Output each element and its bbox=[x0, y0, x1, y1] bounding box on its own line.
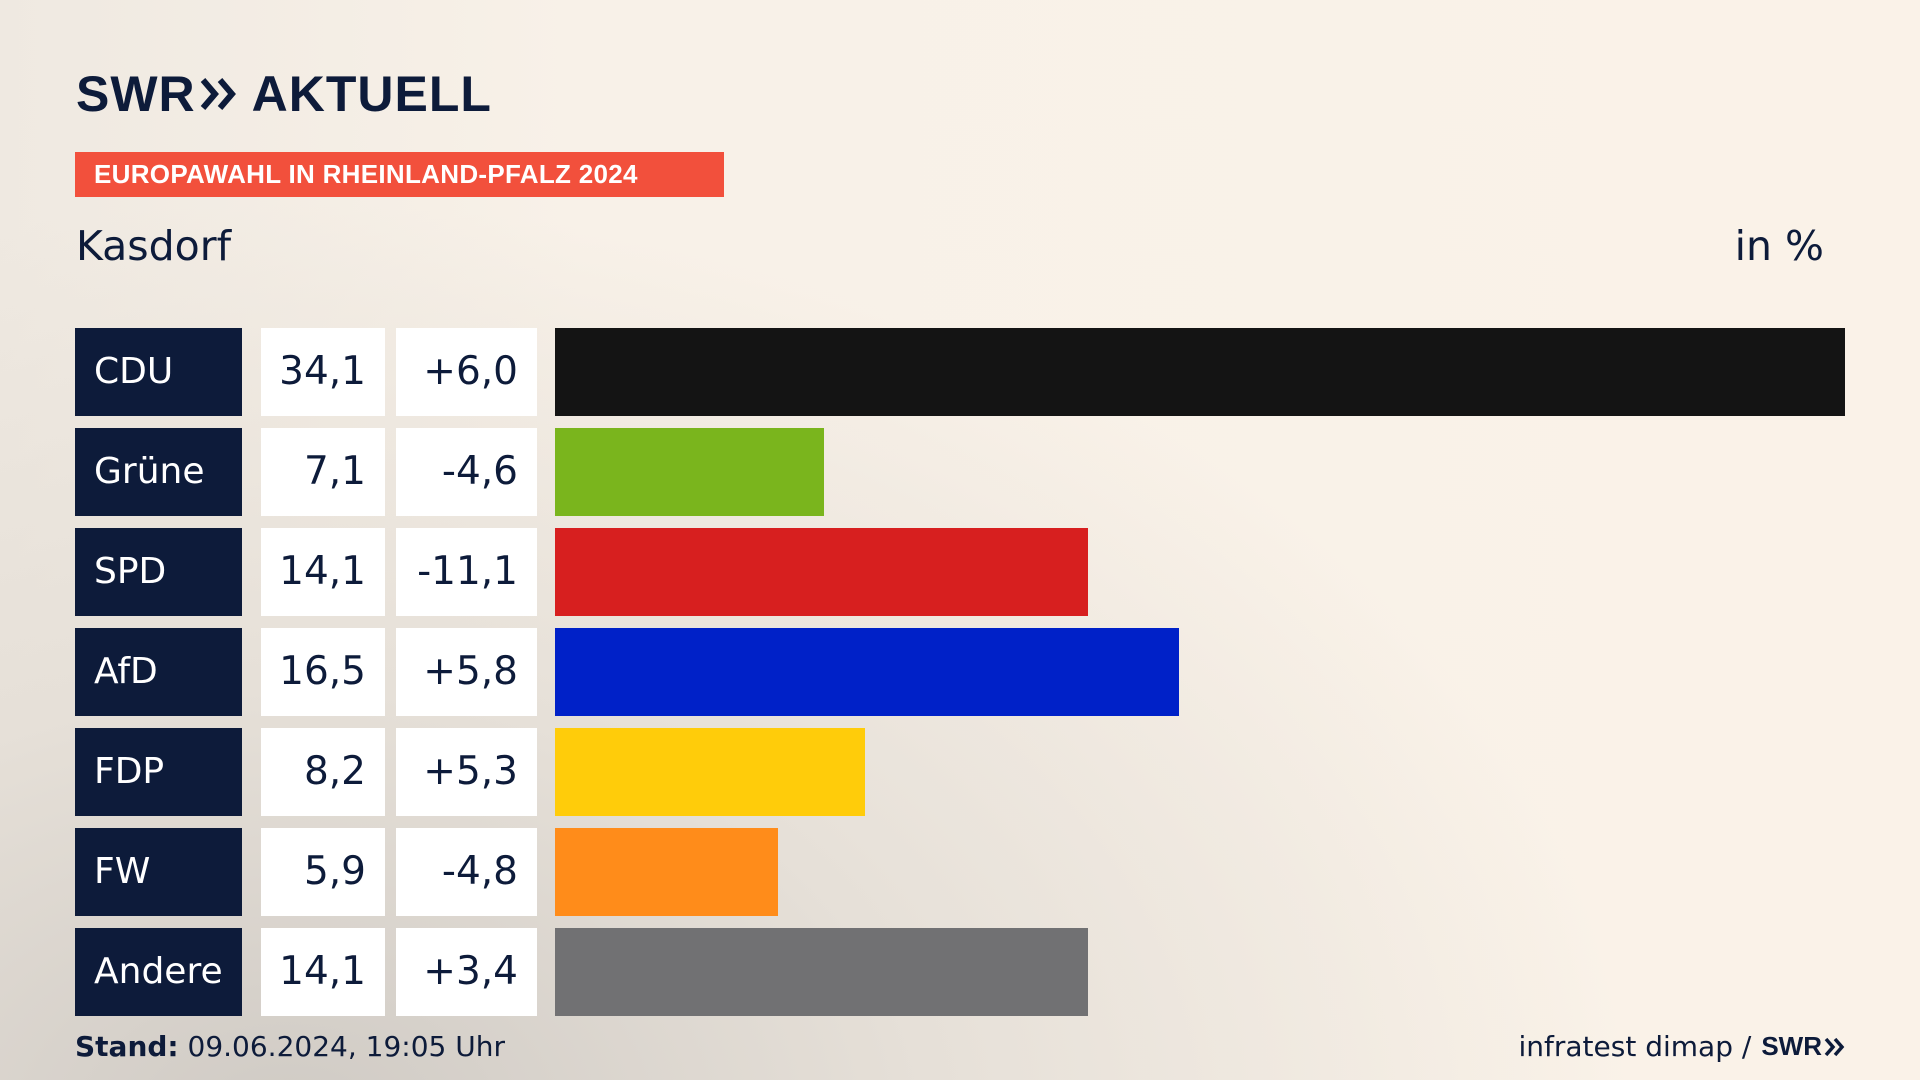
result-row: FDP 8,2 +5,3 bbox=[75, 728, 1845, 816]
stand-label: Stand: bbox=[75, 1030, 179, 1063]
result-bar bbox=[555, 928, 1088, 1016]
party-label: AfD bbox=[75, 628, 242, 716]
party-label: CDU bbox=[75, 328, 242, 416]
result-bar bbox=[555, 828, 778, 916]
swr-mini-logo: SWR bbox=[1761, 1031, 1846, 1062]
change-label: +6,0 bbox=[396, 328, 537, 416]
swr-aktuell-logo: SWR AKTUELL bbox=[76, 66, 492, 122]
result-bar bbox=[555, 328, 1845, 416]
brand-name: SWR bbox=[76, 66, 196, 122]
change-label: +3,4 bbox=[396, 928, 537, 1016]
party-label: Grüne bbox=[75, 428, 242, 516]
result-row: FW 5,9 -4,8 bbox=[75, 828, 1845, 916]
double-chevron-small-icon bbox=[1824, 1037, 1845, 1056]
result-bar bbox=[555, 428, 824, 516]
vote-share-label: 5,9 bbox=[261, 828, 385, 916]
vote-share-label: 16,5 bbox=[261, 628, 385, 716]
vote-share-label: 14,1 bbox=[261, 528, 385, 616]
result-row: Andere 14,1 +3,4 bbox=[75, 928, 1845, 1016]
timestamp: Stand: 09.06.2024, 19:05 Uhr bbox=[75, 1030, 505, 1063]
change-label: +5,3 bbox=[396, 728, 537, 816]
result-row: CDU 34,1 +6,0 bbox=[75, 328, 1845, 416]
double-chevron-icon bbox=[200, 77, 240, 111]
result-bar bbox=[555, 728, 865, 816]
vote-share-label: 34,1 bbox=[261, 328, 385, 416]
change-label: -11,1 bbox=[396, 528, 537, 616]
change-label: -4,8 bbox=[396, 828, 537, 916]
election-banner: EUROPAWAHL IN RHEINLAND-PFALZ 2024 bbox=[75, 152, 724, 197]
source-credit: infratest dimap / SWR bbox=[1519, 1030, 1847, 1063]
result-bar bbox=[555, 528, 1088, 616]
result-row: AfD 16,5 +5,8 bbox=[75, 628, 1845, 716]
party-label: FDP bbox=[75, 728, 242, 816]
source-brand: SWR bbox=[1761, 1031, 1822, 1061]
place-title: Kasdorf bbox=[76, 222, 232, 270]
unit-label: in % bbox=[1734, 222, 1824, 270]
change-label: +5,8 bbox=[396, 628, 537, 716]
party-label: Andere bbox=[75, 928, 242, 1016]
party-label: SPD bbox=[75, 528, 242, 616]
party-label: FW bbox=[75, 828, 242, 916]
result-row: Grüne 7,1 -4,6 bbox=[75, 428, 1845, 516]
result-bar bbox=[555, 628, 1179, 716]
result-row: SPD 14,1 -11,1 bbox=[75, 528, 1845, 616]
vote-share-label: 8,2 bbox=[261, 728, 385, 816]
brand-suffix: AKTUELL bbox=[251, 66, 492, 122]
vote-share-label: 14,1 bbox=[261, 928, 385, 1016]
source-text: infratest dimap / bbox=[1518, 1030, 1752, 1063]
stand-value: 09.06.2024, 19:05 Uhr bbox=[178, 1030, 505, 1063]
vote-share-label: 7,1 bbox=[261, 428, 385, 516]
change-label: -4,6 bbox=[396, 428, 537, 516]
